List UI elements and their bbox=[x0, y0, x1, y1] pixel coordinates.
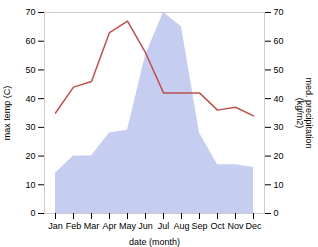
svg-text:Sep: Sep bbox=[191, 221, 207, 231]
svg-text:10: 10 bbox=[274, 180, 284, 190]
svg-text:date (month): date (month) bbox=[129, 237, 180, 247]
svg-text:60: 60 bbox=[274, 36, 284, 46]
svg-text:Jul: Jul bbox=[158, 221, 170, 231]
svg-text:40: 40 bbox=[25, 94, 35, 104]
svg-text:70: 70 bbox=[274, 7, 284, 17]
svg-text:20: 20 bbox=[274, 151, 284, 161]
svg-text:Jun: Jun bbox=[138, 221, 153, 231]
svg-text:Apr: Apr bbox=[102, 221, 116, 231]
svg-text:Feb: Feb bbox=[66, 221, 82, 231]
svg-text:May: May bbox=[119, 221, 137, 231]
svg-text:Oct: Oct bbox=[210, 221, 225, 231]
svg-text:Jan: Jan bbox=[48, 221, 63, 231]
svg-text:Aug: Aug bbox=[173, 221, 189, 231]
svg-text:70: 70 bbox=[25, 7, 35, 17]
svg-text:50: 50 bbox=[274, 65, 284, 75]
svg-text:20: 20 bbox=[25, 151, 35, 161]
svg-text:30: 30 bbox=[25, 122, 35, 132]
svg-text:Nov: Nov bbox=[227, 221, 244, 231]
svg-text:50: 50 bbox=[25, 65, 35, 75]
svg-text:0: 0 bbox=[274, 208, 279, 218]
svg-text:60: 60 bbox=[25, 36, 35, 46]
svg-text:10: 10 bbox=[25, 180, 35, 190]
svg-text:max temp (C): max temp (C) bbox=[2, 86, 12, 141]
svg-text:Mar: Mar bbox=[84, 221, 100, 231]
svg-text:Dec: Dec bbox=[245, 221, 262, 231]
svg-text:40: 40 bbox=[274, 94, 284, 104]
svg-text:med. precipitation(kg/m2): med. precipitation(kg/m2) bbox=[295, 77, 314, 148]
svg-text:0: 0 bbox=[30, 208, 35, 218]
svg-text:30: 30 bbox=[274, 122, 284, 132]
